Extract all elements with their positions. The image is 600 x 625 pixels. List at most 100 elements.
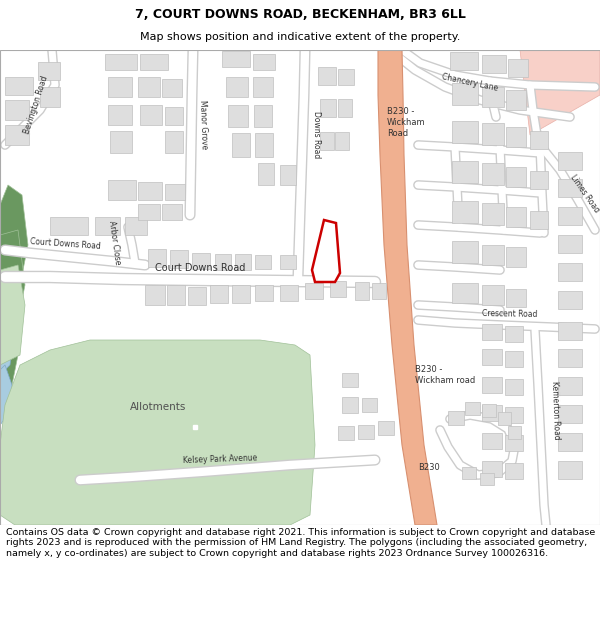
Bar: [505, 351, 523, 367]
Bar: [530, 211, 548, 229]
Bar: [148, 249, 166, 267]
Bar: [506, 207, 526, 227]
Bar: [318, 67, 336, 85]
Text: Court Downs Road: Court Downs Road: [29, 237, 101, 251]
Bar: [558, 349, 582, 367]
Bar: [210, 285, 228, 303]
Polygon shape: [0, 185, 28, 305]
Bar: [558, 433, 582, 451]
Bar: [170, 250, 188, 268]
Bar: [482, 461, 502, 477]
Bar: [452, 241, 478, 263]
Bar: [505, 407, 523, 423]
Bar: [558, 291, 582, 309]
Bar: [558, 405, 582, 423]
Bar: [330, 281, 346, 297]
Polygon shape: [312, 220, 340, 282]
Bar: [165, 107, 183, 125]
Bar: [108, 180, 136, 200]
Bar: [482, 245, 504, 265]
Bar: [5, 125, 29, 145]
Bar: [232, 133, 250, 157]
Bar: [280, 285, 298, 301]
Bar: [110, 131, 132, 153]
Bar: [372, 283, 386, 299]
Bar: [448, 411, 464, 425]
Bar: [338, 69, 354, 85]
Bar: [506, 247, 526, 267]
Bar: [50, 217, 88, 235]
Bar: [505, 379, 523, 395]
Bar: [145, 285, 165, 305]
Bar: [506, 167, 526, 187]
Bar: [482, 377, 502, 393]
Bar: [125, 217, 147, 235]
Bar: [452, 201, 478, 223]
Bar: [482, 349, 502, 365]
Bar: [378, 421, 394, 435]
Bar: [530, 171, 548, 189]
Bar: [482, 324, 502, 340]
Bar: [482, 433, 502, 449]
Bar: [342, 373, 358, 387]
Bar: [165, 184, 185, 200]
Bar: [5, 77, 33, 95]
Text: Kemerton Road: Kemerton Road: [550, 381, 561, 439]
Bar: [558, 377, 582, 395]
Bar: [506, 90, 526, 110]
Bar: [165, 131, 183, 153]
Text: Kelsey Park Avenue: Kelsey Park Avenue: [182, 453, 257, 465]
Bar: [355, 282, 369, 300]
Bar: [253, 54, 275, 70]
Text: Chancery Lane: Chancery Lane: [441, 72, 499, 93]
Bar: [5, 100, 29, 120]
Polygon shape: [0, 265, 25, 365]
Bar: [506, 289, 526, 307]
Polygon shape: [0, 285, 15, 375]
Bar: [280, 255, 296, 269]
Bar: [508, 426, 521, 439]
Text: B230 -
Wickham
Road: B230 - Wickham Road: [387, 107, 425, 138]
Polygon shape: [0, 340, 315, 525]
Bar: [558, 235, 582, 253]
Bar: [140, 105, 162, 125]
Bar: [452, 161, 478, 183]
Bar: [452, 83, 478, 105]
Text: Downs Road: Downs Road: [312, 111, 321, 159]
Polygon shape: [378, 50, 437, 525]
Bar: [558, 179, 582, 197]
Text: Arbor Close: Arbor Close: [107, 221, 122, 266]
Text: Limes Road: Limes Road: [568, 173, 600, 214]
Bar: [452, 283, 478, 303]
Bar: [362, 398, 377, 412]
Bar: [215, 254, 231, 270]
Bar: [558, 461, 582, 479]
Bar: [167, 285, 185, 305]
Bar: [108, 105, 132, 125]
Bar: [255, 285, 273, 301]
Text: Map shows position and indicative extent of the property.: Map shows position and indicative extent…: [140, 32, 460, 43]
Bar: [226, 77, 248, 97]
Bar: [138, 204, 160, 220]
Bar: [358, 425, 374, 439]
Bar: [452, 121, 478, 143]
Bar: [162, 79, 182, 97]
Bar: [505, 435, 523, 451]
Bar: [482, 404, 496, 417]
Bar: [482, 203, 504, 225]
Bar: [338, 99, 352, 117]
Bar: [254, 105, 272, 127]
Bar: [505, 326, 523, 342]
Text: B230 -
Wickham road: B230 - Wickham road: [415, 365, 475, 385]
Bar: [138, 182, 162, 200]
Bar: [558, 152, 582, 170]
Polygon shape: [0, 365, 12, 425]
Polygon shape: [0, 315, 20, 395]
Bar: [258, 163, 274, 185]
Bar: [232, 285, 250, 303]
Bar: [498, 412, 511, 425]
Text: Allotments: Allotments: [130, 402, 186, 412]
Bar: [450, 52, 478, 70]
Bar: [255, 255, 271, 269]
Bar: [192, 253, 210, 269]
